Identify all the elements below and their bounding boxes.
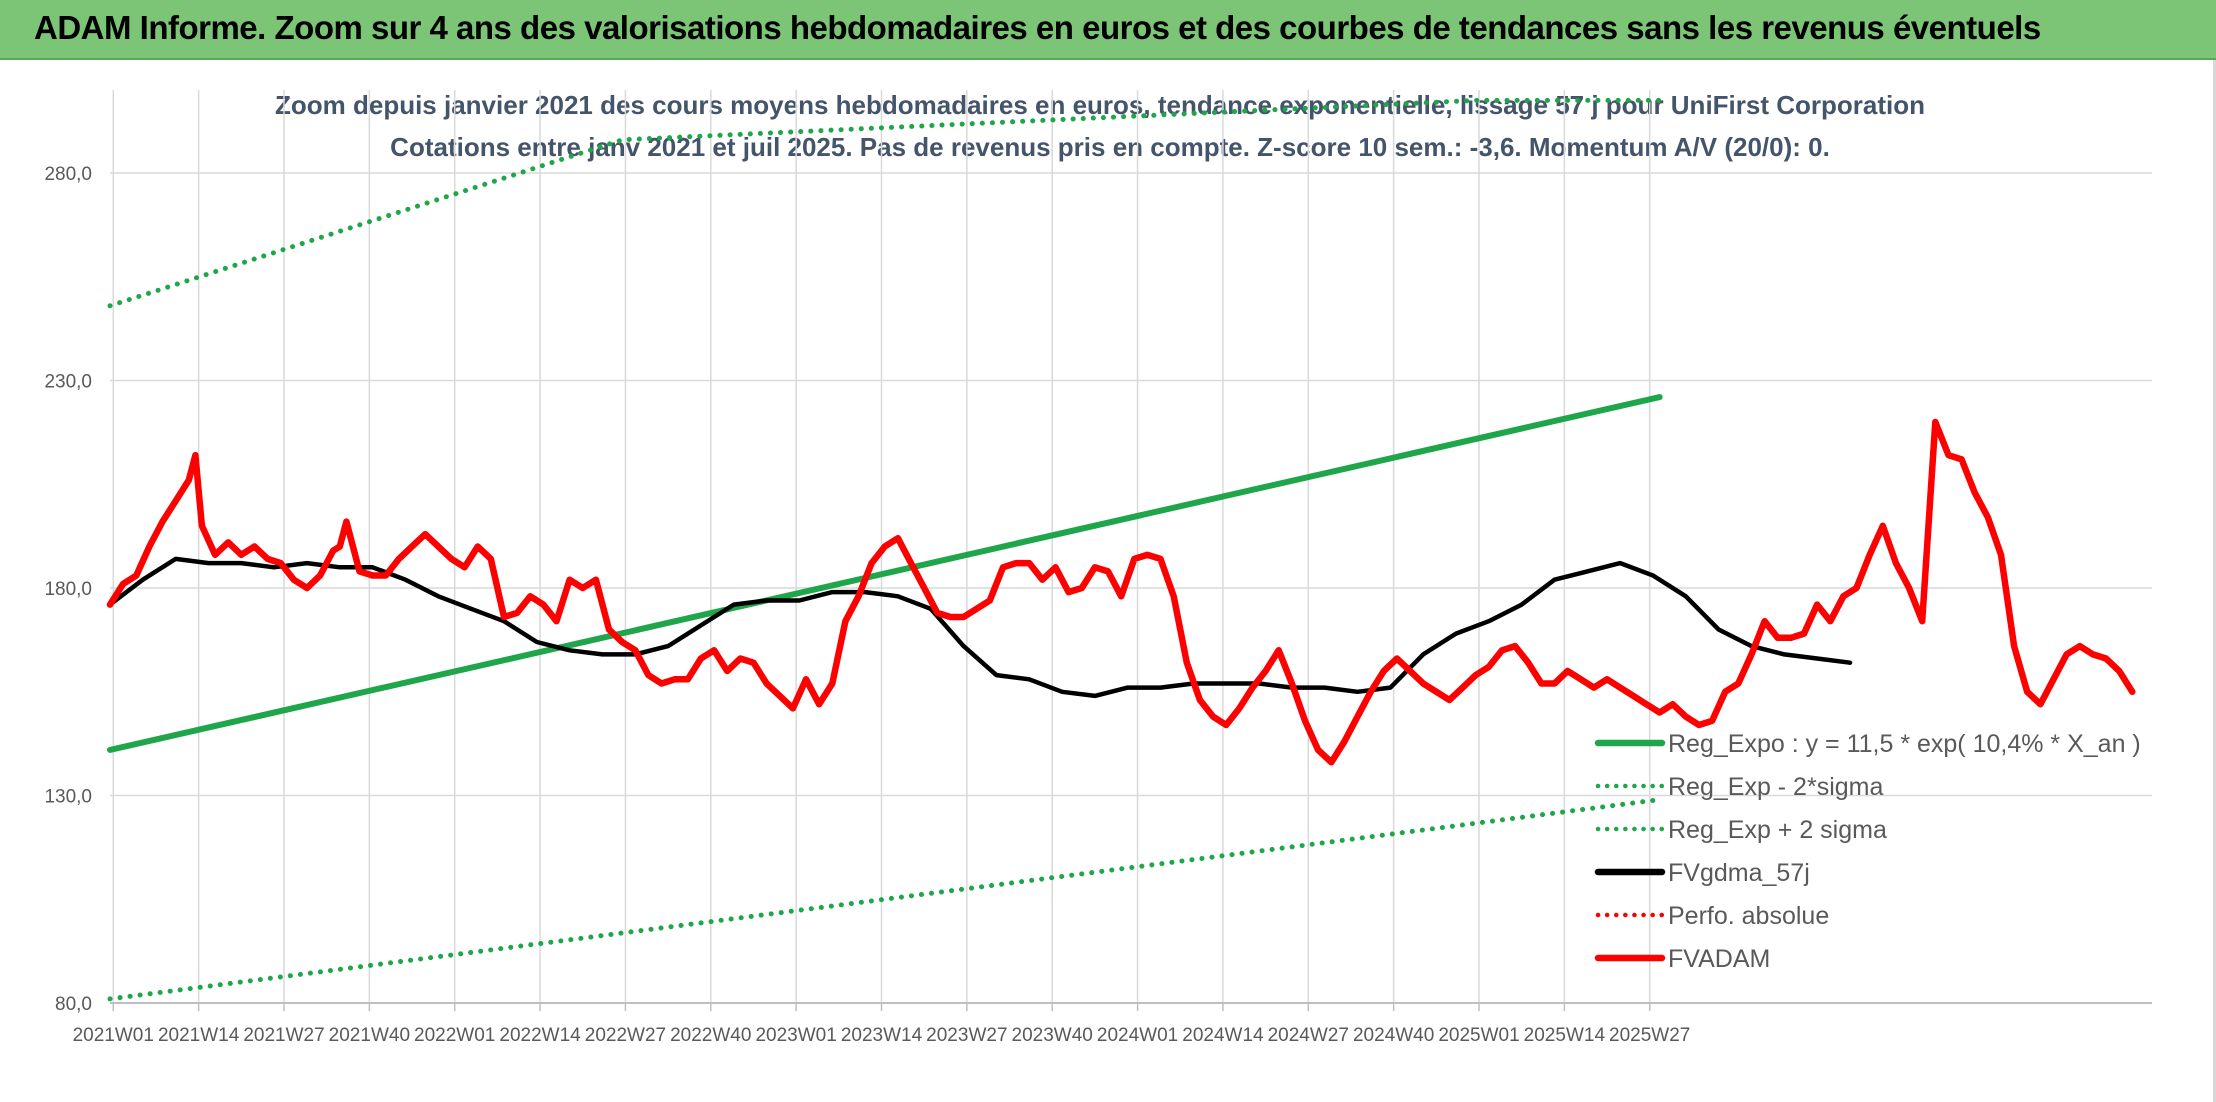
legend-regression-label: Reg_Expo : y = 11,5 * exp( 10,4% * X_an … <box>1668 730 2141 758</box>
line-chart: Zoom depuis janvier 2021 des cours moyen… <box>44 90 2152 1046</box>
grid <box>110 90 2152 1004</box>
x-tick-label: 2023W27 <box>926 1025 1007 1046</box>
y-tick-label: 280,0 <box>44 164 92 185</box>
legend-price-label: FVADAM <box>1668 945 1770 973</box>
x-tick-label: 2021W40 <box>329 1025 410 1046</box>
moving-average-line <box>107 556 1853 699</box>
price-line <box>106 418 2136 766</box>
upper-band-line <box>107 97 1663 309</box>
x-tick-label: 2023W40 <box>1012 1025 1093 1046</box>
y-tick-label: 180,0 <box>44 579 92 600</box>
series-layer <box>106 97 2136 1002</box>
x-tick-label: 2021W01 <box>73 1025 154 1046</box>
legend: Reg_Expo : y = 11,5 * exp( 10,4% * X_an … <box>1594 730 2141 973</box>
x-tick-label: 2023W14 <box>841 1025 923 1046</box>
x-tick-label: 2022W14 <box>499 1025 581 1046</box>
x-tick-label: 2024W14 <box>1182 1025 1264 1046</box>
x-tick-label: 2025W27 <box>1609 1025 1690 1046</box>
x-tick-label: 2022W40 <box>670 1025 751 1046</box>
x-tick-label: 2021W27 <box>243 1025 324 1046</box>
y-tick-label: 230,0 <box>44 372 92 393</box>
x-tick-label: 2022W01 <box>414 1025 495 1046</box>
banner-title: ADAM Informe. Zoom sur 4 ans des valoris… <box>34 9 2041 46</box>
y-tick-label: 80,0 <box>55 994 92 1015</box>
title-banner: ADAM Informe. Zoom sur 4 ans des valoris… <box>0 0 2216 60</box>
chart-subtitle: Cotations entre janv 2021 et juil 2025. … <box>390 132 1830 162</box>
legend-upper-band-label: Reg_Exp + 2 sigma <box>1668 816 1887 844</box>
x-tick-label: 2022W27 <box>585 1025 666 1046</box>
x-tick-label: 2025W01 <box>1438 1025 1519 1046</box>
legend-lower-band-label: Reg_Exp - 2*sigma <box>1668 773 1883 801</box>
x-tick-label: 2021W14 <box>158 1025 240 1046</box>
chart-title: Zoom depuis janvier 2021 des cours moyen… <box>275 90 1925 120</box>
x-tick-label: 2025W14 <box>1524 1025 1606 1046</box>
legend-absolute-performance-label: Perfo. absolue <box>1668 902 1829 930</box>
y-tick-label: 130,0 <box>44 787 92 808</box>
lower-band-line <box>107 797 1663 1002</box>
regression-line <box>107 394 1663 753</box>
x-tick-label: 2024W40 <box>1353 1025 1434 1046</box>
x-tick-label: 2024W27 <box>1268 1025 1349 1046</box>
chart-area: Zoom depuis janvier 2021 des cours moyen… <box>0 60 2216 1102</box>
x-tick-label: 2024W01 <box>1097 1025 1178 1046</box>
legend-moving-average-label: FVgdma_57j <box>1668 859 1810 887</box>
x-tick-label: 2023W01 <box>755 1025 836 1046</box>
